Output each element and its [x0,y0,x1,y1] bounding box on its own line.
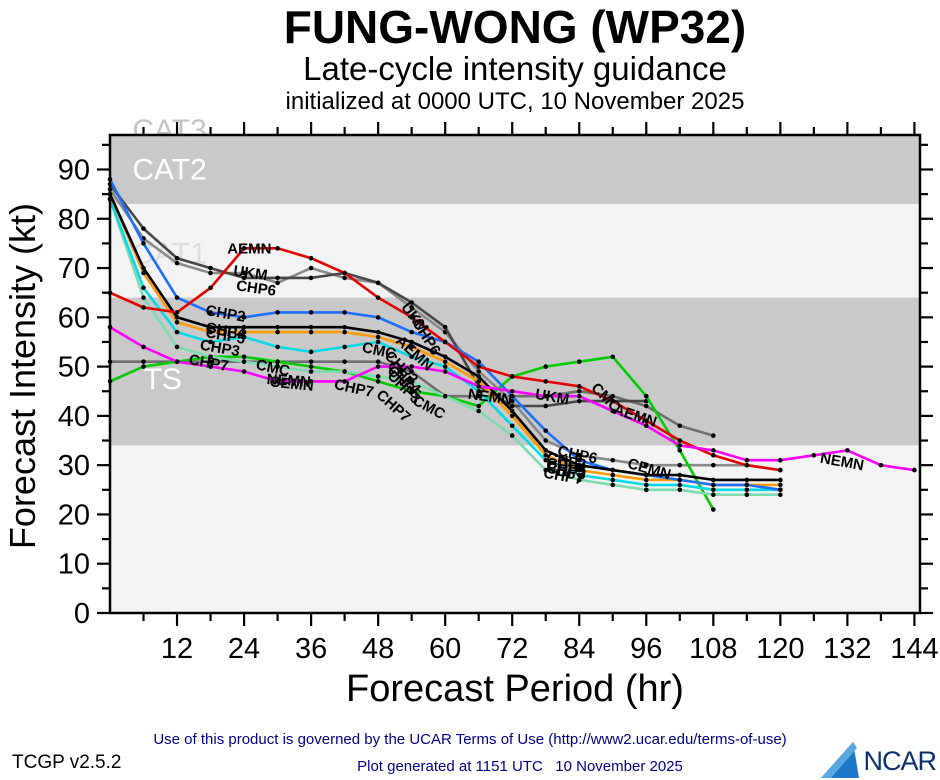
ncar-logo: NCAR [819,740,937,778]
model-label-chp7: CHP7 [542,465,584,489]
x-tick-label: 48 [362,633,394,665]
y-tick-label: 10 [58,549,90,581]
y-tick-label: 50 [58,352,90,384]
init-time-line: initialized at 0000 UTC, 10 November 202… [285,88,745,115]
x-tick-label: 72 [496,633,528,665]
version-text: TCGP v2.5.2 [12,752,122,773]
y-tick-label: 40 [58,401,90,433]
model-label-chp2: CHP2 [204,302,246,326]
page-title: FUNG-WONG (WP32) [283,1,747,53]
band-cat2 [110,139,920,204]
y-tick-label: 90 [58,154,90,186]
band-label-cat2: CAT2 [132,153,206,186]
y-tick-label: 20 [58,499,90,531]
x-tick-label: 84 [563,633,595,665]
x-tick-label: 144 [890,633,938,665]
x-tick-label: 24 [228,633,260,665]
generated-timestamp: Plot generated at 1151 UTC 10 November 2… [357,758,683,775]
model-label-chp7: CHP7 [188,351,230,375]
model-label-aemn: AEMN [227,240,271,257]
model-label-chp5: CHP5 [545,457,587,481]
x-tick-label: 36 [295,633,327,665]
page-subtitle: Late-cycle intensity guidance [303,50,727,87]
y-tick-label: 30 [58,450,90,482]
ncar-logo-text: NCAR [863,746,937,776]
model-label-chp6: CHP6 [235,277,277,299]
model-label-chp3: CHP3 [199,337,241,361]
model-label-ukm: UKM [534,386,571,409]
x-tick-label: 12 [161,633,193,665]
x-tick-label: 132 [823,633,871,665]
model-label-chp3: CHP3 [545,460,587,484]
model-label-chp4: CHP4 [545,455,588,479]
model-label-cmc: CMC [361,339,398,363]
model-label-ukm: UKM [232,263,268,285]
model-label-nemn: NEMN [467,386,513,409]
x-tick-label: 60 [429,633,461,665]
band-label-ts: TS [144,363,182,396]
model-label-chp5: CHP5 [204,324,246,348]
x-tick-label: 108 [689,633,737,665]
model-label-chp2: CHP2 [545,450,587,474]
model-label-cemn: CEMN [269,373,315,395]
model-label-nemn: NEMN [266,371,311,391]
ncar-logo-icon [821,742,860,778]
band-td [110,445,920,613]
terms-of-use-text: Use of this product is governed by the U… [153,731,787,748]
model-label-cmc: CMC [254,356,291,380]
y-tick-label: 80 [58,204,90,236]
y-tick-label: 60 [58,302,90,334]
x-tick-label: 120 [756,633,804,665]
x-axis-title: Forecast Period (hr) [346,668,684,710]
model-label-chp4: CHP4 [204,319,247,343]
y-axis-title: Forecast Intensity (kt) [2,202,43,550]
band-cat3 [110,135,920,140]
band-cat1 [110,203,920,298]
x-tick-label: 96 [630,633,662,665]
y-tick-label: 0 [74,598,90,630]
y-tick-label: 70 [58,253,90,285]
